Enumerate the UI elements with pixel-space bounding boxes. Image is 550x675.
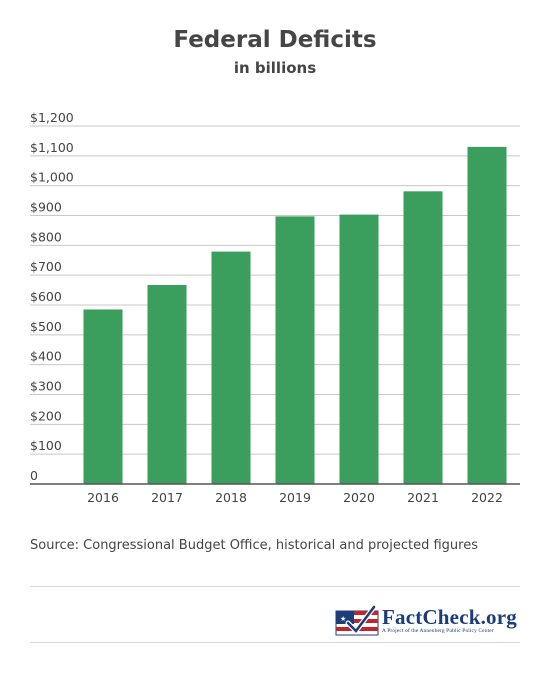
x-tick-label: 2018	[215, 490, 247, 505]
x-tick-label: 2020	[343, 490, 375, 505]
factcheck-logo: ★ FactCheck.org A Project of the Annenbe…	[334, 601, 524, 639]
y-tick-label: $1,200	[30, 110, 74, 125]
bar	[467, 146, 507, 484]
divider-top	[30, 586, 520, 587]
y-tick-label: $1,000	[30, 170, 74, 185]
bar	[339, 214, 379, 485]
y-tick-label: $300	[30, 379, 62, 394]
source-note: Source: Congressional Budget Office, his…	[30, 538, 478, 553]
bar	[147, 285, 187, 484]
chart-title: Federal Deficits	[173, 27, 377, 53]
bar	[211, 251, 251, 484]
y-tick-label: $1,100	[30, 140, 74, 155]
chart-subtitle: in billions	[233, 59, 317, 77]
bar	[403, 191, 443, 484]
flag-icon: ★	[335, 604, 379, 636]
x-tick-label: 2022	[471, 490, 503, 505]
bar-chart: 0 $100 $200 $300 $400 $500 $600 $700 $800 $900 $1,…	[30, 110, 520, 505]
y-tick-label: $100	[30, 438, 62, 453]
y-tick-label: $800	[30, 229, 62, 244]
y-tick-label: $700	[30, 259, 62, 274]
logo-name: FactCheck.org	[382, 605, 517, 629]
x-tick-label: 2021	[407, 490, 439, 505]
y-tick-label: 0	[30, 468, 38, 483]
svg-text:★: ★	[340, 615, 346, 623]
x-tick-label: 2017	[151, 490, 183, 505]
logo-tagline: A Project of the Annenberg Public Policy…	[382, 628, 494, 634]
divider-bottom	[30, 642, 520, 643]
x-tick-label: 2019	[279, 490, 311, 505]
bar	[83, 309, 123, 484]
y-tick-label: $400	[30, 349, 62, 364]
y-tick-label: $200	[30, 408, 62, 423]
y-tick-label: $600	[30, 289, 62, 304]
x-tick-label: 2016	[87, 490, 119, 505]
bar	[275, 216, 315, 484]
y-tick-label: $500	[30, 319, 62, 334]
y-tick-label: $900	[30, 200, 62, 215]
